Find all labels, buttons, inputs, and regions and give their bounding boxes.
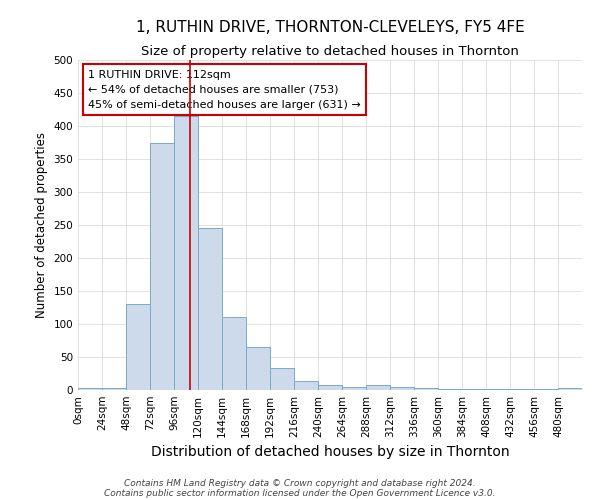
Bar — [246, 347, 270, 390]
Text: Contains HM Land Registry data © Crown copyright and database right 2024.: Contains HM Land Registry data © Crown c… — [124, 478, 476, 488]
Bar — [438, 388, 462, 390]
Bar — [318, 384, 342, 390]
Bar — [270, 368, 294, 390]
Bar — [126, 304, 150, 390]
Text: Size of property relative to detached houses in Thornton: Size of property relative to detached ho… — [141, 45, 519, 58]
Bar — [78, 388, 102, 390]
Bar — [390, 386, 414, 390]
Text: Contains public sector information licensed under the Open Government Licence v3: Contains public sector information licen… — [104, 488, 496, 498]
Bar — [102, 388, 126, 390]
Bar — [342, 388, 366, 390]
Bar — [222, 318, 246, 390]
Bar — [198, 228, 222, 390]
Bar — [414, 388, 438, 390]
Bar — [462, 388, 486, 390]
Bar — [294, 381, 318, 390]
Text: 1 RUTHIN DRIVE: 112sqm
← 54% of detached houses are smaller (753)
45% of semi-de: 1 RUTHIN DRIVE: 112sqm ← 54% of detached… — [88, 70, 361, 110]
Text: 1, RUTHIN DRIVE, THORNTON-CLEVELEYS, FY5 4FE: 1, RUTHIN DRIVE, THORNTON-CLEVELEYS, FY5… — [136, 20, 524, 35]
Y-axis label: Number of detached properties: Number of detached properties — [35, 132, 48, 318]
X-axis label: Distribution of detached houses by size in Thornton: Distribution of detached houses by size … — [151, 446, 509, 460]
Bar — [150, 142, 174, 390]
Bar — [174, 116, 198, 390]
Bar — [558, 388, 582, 390]
Bar — [366, 386, 390, 390]
